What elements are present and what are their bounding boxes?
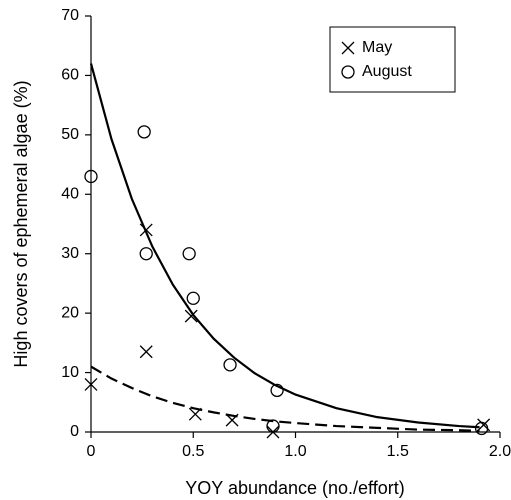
point	[139, 223, 153, 237]
point	[223, 358, 237, 372]
legend-box	[329, 26, 456, 93]
legend-label: August	[362, 63, 412, 80]
point	[270, 383, 284, 398]
y-tick-label: 70	[61, 7, 79, 24]
fit-line	[89, 63, 480, 429]
legend-label: May	[362, 39, 392, 56]
point	[139, 247, 153, 261]
point	[225, 413, 239, 427]
y-tick-label: 60	[61, 67, 79, 84]
y-tick-label: 30	[61, 245, 79, 262]
x-tick-label: 1.0	[284, 443, 306, 460]
point	[84, 169, 98, 184]
point	[139, 345, 153, 359]
point	[84, 377, 98, 391]
legend-marker	[341, 65, 355, 79]
point	[474, 421, 489, 436]
point	[188, 407, 202, 421]
point	[137, 125, 151, 139]
point	[182, 247, 196, 261]
fit-line	[90, 365, 480, 432]
point	[186, 291, 200, 305]
point	[266, 419, 280, 433]
x-tick-label: 0	[87, 443, 96, 460]
x-tick-label: 0.5	[182, 443, 204, 460]
y-tick-label: 40	[61, 186, 79, 203]
x-axis-title: YOY abundance (no./effort)	[185, 478, 404, 498]
legend-marker	[341, 41, 355, 55]
y-tick-label: 50	[61, 126, 79, 143]
x-tick-label: 1.5	[387, 443, 409, 460]
y-axis-title: High covers of ephemeral algae (%)	[11, 80, 31, 367]
x-tick-label: 2.0	[489, 443, 511, 460]
point	[184, 309, 198, 323]
y-tick-label: 0	[70, 423, 79, 440]
y-tick-label: 10	[61, 364, 79, 381]
y-tick-label: 20	[61, 304, 79, 321]
